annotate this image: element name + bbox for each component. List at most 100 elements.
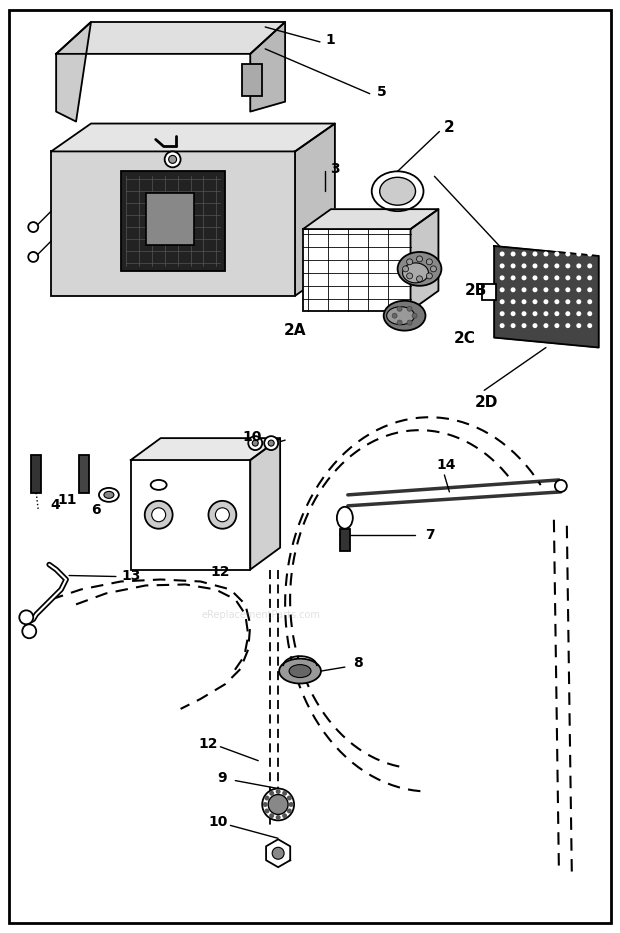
Circle shape [500,312,505,316]
Circle shape [521,323,526,328]
Circle shape [392,313,397,318]
Circle shape [427,258,432,265]
Circle shape [288,802,294,807]
Circle shape [565,252,570,257]
Circle shape [554,323,559,328]
Text: 7: 7 [425,528,434,542]
Text: 10: 10 [209,815,228,829]
Text: 2D: 2D [474,395,498,410]
Circle shape [22,624,36,638]
Circle shape [521,287,526,292]
Circle shape [533,275,538,280]
Circle shape [268,795,288,815]
Circle shape [544,299,549,304]
Circle shape [587,287,592,292]
Circle shape [511,263,516,269]
Circle shape [500,287,505,292]
Bar [51,151,295,296]
Ellipse shape [99,488,119,502]
Polygon shape [56,22,91,121]
Polygon shape [250,439,280,569]
Circle shape [587,299,592,304]
Bar [121,172,226,271]
Circle shape [587,323,592,328]
Polygon shape [131,439,280,460]
Circle shape [587,263,592,269]
Text: 6: 6 [91,503,101,517]
Circle shape [407,306,412,312]
Circle shape [144,501,172,529]
Circle shape [282,791,287,796]
Polygon shape [250,22,285,112]
Circle shape [511,252,516,257]
Text: 9: 9 [218,771,227,785]
Circle shape [287,809,292,814]
Ellipse shape [279,659,321,684]
Circle shape [265,796,270,801]
Text: 10: 10 [242,430,262,444]
Text: 2: 2 [444,120,454,135]
Circle shape [555,480,567,492]
Circle shape [268,440,274,446]
Circle shape [533,287,538,292]
Circle shape [402,266,409,272]
Circle shape [500,252,505,257]
Circle shape [554,299,559,304]
Ellipse shape [387,307,415,325]
Ellipse shape [379,177,415,205]
Polygon shape [56,22,285,54]
Circle shape [417,276,422,282]
Circle shape [511,275,516,280]
Polygon shape [266,840,290,867]
Ellipse shape [289,664,311,677]
Circle shape [397,306,402,312]
Text: 3: 3 [330,162,340,176]
Polygon shape [303,209,438,230]
Polygon shape [51,123,335,151]
Circle shape [577,323,582,328]
Circle shape [19,610,33,624]
Ellipse shape [402,263,428,283]
Circle shape [565,275,570,280]
Circle shape [264,436,278,450]
Circle shape [554,287,559,292]
Circle shape [165,151,180,167]
Circle shape [521,312,526,316]
Text: 1: 1 [325,33,335,47]
Bar [31,455,41,493]
Circle shape [169,156,177,163]
Text: 4: 4 [50,498,60,512]
Ellipse shape [397,252,441,285]
Circle shape [427,273,432,279]
Circle shape [577,312,582,316]
Circle shape [554,252,559,257]
Bar [482,284,496,299]
Circle shape [208,501,236,529]
Text: 12: 12 [211,564,230,578]
Bar [131,460,250,569]
Ellipse shape [151,480,167,490]
Circle shape [521,299,526,304]
Ellipse shape [372,172,423,211]
Text: 14: 14 [436,458,456,472]
Circle shape [500,263,505,269]
Circle shape [500,275,505,280]
Circle shape [577,252,582,257]
Circle shape [533,252,538,257]
Bar [303,230,410,311]
Circle shape [29,252,38,262]
Ellipse shape [337,507,353,529]
Circle shape [511,299,516,304]
Polygon shape [410,209,438,311]
Text: 8: 8 [353,656,363,670]
Circle shape [248,436,262,450]
Bar [340,529,350,550]
Circle shape [407,258,413,265]
Text: 11: 11 [57,493,77,507]
Circle shape [577,287,582,292]
Circle shape [287,796,292,801]
Circle shape [533,323,538,328]
Circle shape [511,287,516,292]
Circle shape [554,263,559,269]
Circle shape [262,788,294,820]
